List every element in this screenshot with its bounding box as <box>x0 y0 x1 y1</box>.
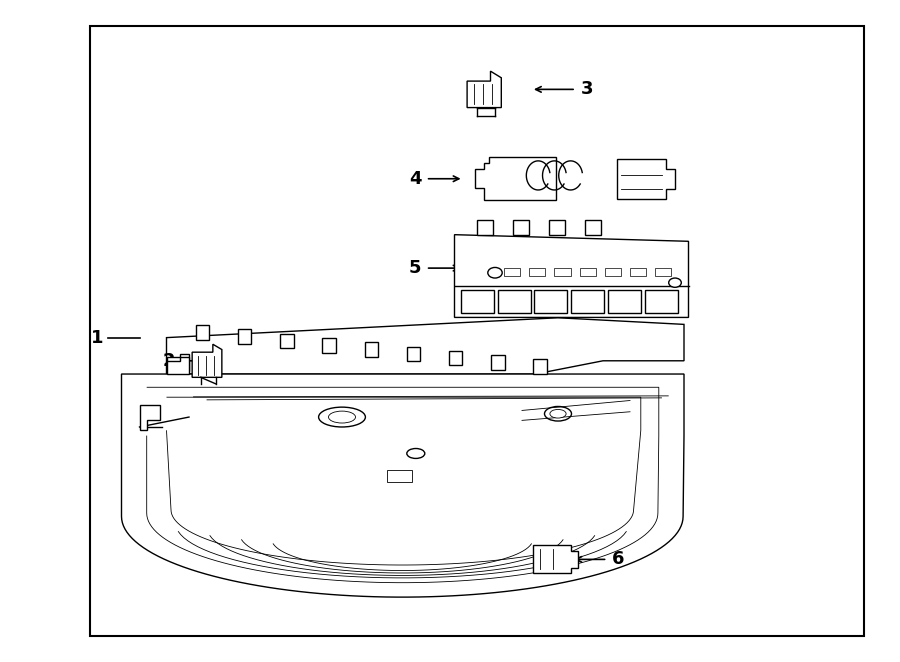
Polygon shape <box>140 405 160 430</box>
Bar <box>644 290 678 314</box>
Bar <box>549 220 565 235</box>
Text: 2: 2 <box>163 352 176 370</box>
Text: 1: 1 <box>91 328 104 347</box>
Polygon shape <box>122 374 684 597</box>
Ellipse shape <box>328 411 356 423</box>
Ellipse shape <box>407 449 425 458</box>
Bar <box>387 470 412 482</box>
Polygon shape <box>491 355 505 369</box>
Ellipse shape <box>544 406 572 421</box>
Polygon shape <box>322 338 336 353</box>
Text: 5: 5 <box>409 259 421 277</box>
Polygon shape <box>280 334 293 348</box>
Text: 3: 3 <box>580 80 593 99</box>
Text: 6: 6 <box>612 550 625 569</box>
Polygon shape <box>449 351 463 365</box>
Polygon shape <box>193 344 221 377</box>
Bar <box>655 268 671 276</box>
Polygon shape <box>166 354 189 371</box>
Bar <box>461 290 494 314</box>
Polygon shape <box>166 318 684 374</box>
Bar <box>90 26 864 636</box>
Polygon shape <box>364 342 378 357</box>
Bar <box>477 220 493 235</box>
Polygon shape <box>454 235 688 318</box>
Bar <box>608 290 641 314</box>
Bar <box>580 268 596 276</box>
Polygon shape <box>533 359 546 374</box>
Bar <box>605 268 621 276</box>
Circle shape <box>488 267 502 278</box>
Polygon shape <box>533 545 578 573</box>
Polygon shape <box>166 357 189 374</box>
Polygon shape <box>475 158 556 200</box>
Polygon shape <box>617 159 675 199</box>
Bar <box>498 290 531 314</box>
Text: 4: 4 <box>409 169 421 188</box>
Polygon shape <box>238 330 251 344</box>
Circle shape <box>669 278 681 287</box>
Bar <box>572 290 604 314</box>
Bar <box>630 268 646 276</box>
Bar <box>535 290 568 314</box>
Ellipse shape <box>319 407 365 427</box>
Bar <box>513 220 529 235</box>
Ellipse shape <box>550 409 566 418</box>
Polygon shape <box>196 325 209 340</box>
Polygon shape <box>407 347 420 361</box>
Bar <box>554 268 571 276</box>
Polygon shape <box>467 71 501 107</box>
Bar <box>529 268 545 276</box>
Bar <box>585 220 601 235</box>
Bar <box>504 268 520 276</box>
